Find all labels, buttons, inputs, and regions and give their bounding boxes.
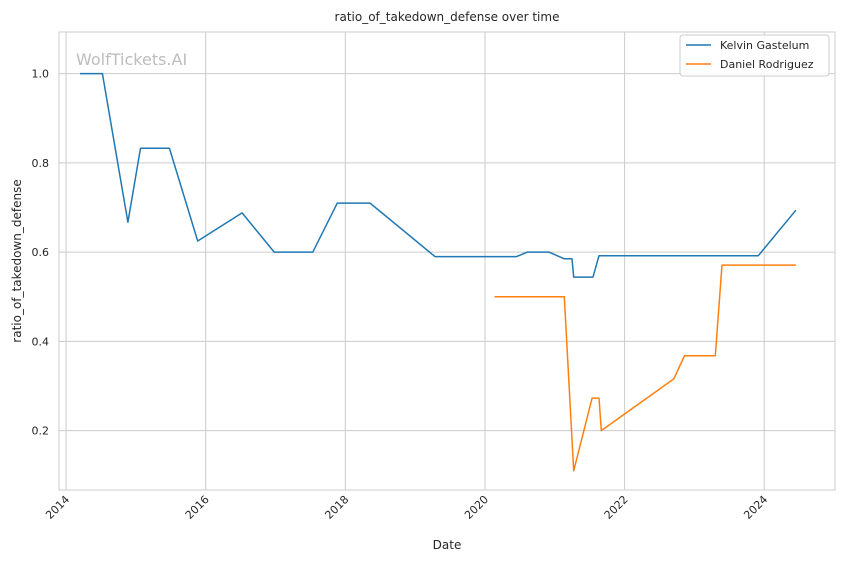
x-tick-label: 2016 xyxy=(183,493,212,522)
legend: Kelvin Gastelum Daniel Rodriguez xyxy=(679,34,830,77)
legend-box xyxy=(679,34,830,77)
x-axis-label: Date xyxy=(433,538,462,552)
x-tick-label: 2022 xyxy=(602,493,631,522)
x-tick-label: 2018 xyxy=(322,493,351,522)
chart-title: ratio_of_takedown_defense over time xyxy=(335,10,560,24)
watermark: WolfTickets.AI xyxy=(76,50,187,69)
series-layer xyxy=(80,72,797,472)
y-axis-ticks: 0.2 0.4 0.6 0.8 1.0 xyxy=(32,68,50,438)
y-tick-label: 0.4 xyxy=(32,335,50,348)
y-tick-label: 1.0 xyxy=(32,68,50,81)
x-tick-label: 2020 xyxy=(462,493,491,522)
plot-frame xyxy=(58,31,836,491)
legend-label-daniel: Daniel Rodriguez xyxy=(720,58,814,71)
legend-label-kelvin: Kelvin Gastelum xyxy=(720,39,809,52)
y-tick-label: 0.8 xyxy=(32,157,50,170)
y-tick-label: 0.2 xyxy=(32,425,50,438)
x-axis-ticks: 2014 2016 2018 2020 2022 2024 xyxy=(43,493,770,522)
plot-area xyxy=(59,32,835,490)
y-tick-label: 0.6 xyxy=(32,246,50,259)
x-tick-label: 2014 xyxy=(43,493,72,522)
x-tick-label: 2024 xyxy=(741,493,770,522)
grid xyxy=(59,32,835,490)
y-axis-label: ratio_of_takedown_defense xyxy=(10,179,24,342)
series-line-daniel-rodriguez xyxy=(494,264,796,472)
series-line-kelvin-gastelum xyxy=(80,72,797,278)
